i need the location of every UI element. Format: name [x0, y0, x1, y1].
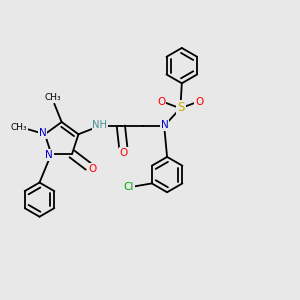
Text: N: N — [45, 150, 53, 160]
Text: CH₃: CH₃ — [44, 93, 61, 102]
Text: O: O — [195, 97, 203, 107]
Text: O: O — [158, 97, 166, 107]
Text: Cl: Cl — [124, 182, 134, 192]
Text: S: S — [177, 101, 184, 114]
Text: O: O — [89, 164, 97, 174]
Text: N: N — [161, 120, 169, 130]
Text: NH: NH — [92, 120, 107, 130]
Text: O: O — [119, 148, 128, 158]
Text: N: N — [39, 128, 46, 138]
Text: CH₃: CH₃ — [11, 123, 27, 132]
